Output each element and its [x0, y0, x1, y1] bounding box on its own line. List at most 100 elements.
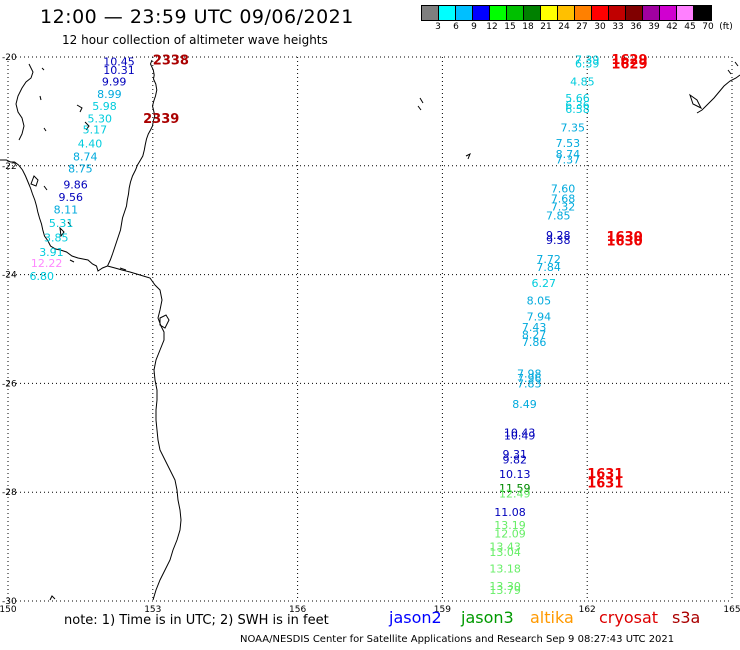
swh-value-jason3: 7.96: [517, 372, 542, 385]
chart-title: 12:00 — 23:59 UTC 09/06/2021: [40, 6, 354, 28]
swh-value-jason3: 10.31: [103, 64, 135, 77]
y-tick-label: -20: [2, 53, 17, 63]
swh-value-jason3: 8.11: [54, 203, 79, 216]
pass-time-label: 1631: [587, 467, 623, 482]
lat-lon-grid: [7, 56, 733, 602]
swh-value-jason3: 8.99: [97, 88, 122, 101]
colorbar-tick: 36: [630, 22, 642, 32]
wave-height-colorbar: [421, 5, 712, 21]
swh-value-jason3: 3.85: [44, 232, 69, 245]
colorbar-swatch: [558, 6, 575, 20]
colorbar-swatch: [524, 6, 541, 20]
pass-time-label: 1629: [611, 58, 647, 73]
x-tick-label: 156: [289, 605, 306, 615]
pass-time-label: 1629: [611, 53, 647, 68]
swh-value-jason3: 7.37: [556, 153, 581, 166]
colorbar-tick: 6: [453, 22, 459, 32]
pass-time-label: 2338: [153, 54, 189, 69]
swh-value-jason3: 12.22: [31, 257, 63, 270]
colorbar-swatch: [643, 6, 660, 20]
swh-value-jason3: 12.49: [499, 487, 531, 500]
swh-value-jason3: 13.19: [494, 519, 526, 532]
x-tick-label: 159: [434, 605, 451, 615]
swh-value-jason3: 5.98: [92, 100, 117, 113]
colorbar-tick: 21: [540, 22, 552, 32]
swh-value-jason3: 9.38: [546, 234, 571, 247]
colorbar-tick: 15: [504, 22, 516, 32]
swh-value-jason3: 7.84: [536, 261, 561, 274]
swh-value-jason3: 5.66: [565, 92, 590, 105]
colorbar-tick: 3: [435, 22, 441, 32]
coastline: [0, 59, 740, 601]
swh-value-jason3: 7.72: [536, 253, 561, 266]
colorbar-swatch: [422, 6, 439, 20]
colorbar-tick: 24: [558, 22, 570, 32]
swh-value-jason3: 7.86: [522, 336, 547, 349]
colorbar-swatch: [626, 6, 643, 20]
swh-value-jason3: 7.53: [556, 137, 581, 150]
swh-value-jason3: 7.98: [517, 368, 542, 381]
legend-jason2: jason2: [389, 608, 442, 627]
swh-value-jason3: 13.79: [489, 584, 521, 597]
colorbar-swatch: [677, 6, 694, 20]
swh-value-jason3: 3.91: [39, 246, 64, 259]
swh-value-jason3: 7.83: [517, 377, 542, 390]
swh-value-jason3: 10.43: [504, 426, 536, 439]
pass-time-label: 1630: [607, 234, 643, 249]
x-tick-label: 162: [579, 605, 596, 615]
swh-value-jason3: 13.30: [489, 580, 521, 593]
legend-cryosat: cryosat: [599, 608, 659, 627]
x-tick-label: 150: [0, 605, 17, 615]
colorbar-tick: 45: [684, 22, 696, 32]
colorbar-tick: 39: [648, 22, 660, 32]
swh-value-jason3: 7.85: [546, 209, 571, 222]
y-tick-label: -28: [2, 488, 17, 498]
swh-value-jason3: 7.39: [575, 54, 600, 67]
swh-value-jason3: 8.74: [556, 148, 581, 161]
swh-value-jason3: 6.58: [565, 103, 590, 116]
legend-altika: altika: [530, 608, 574, 627]
colorbar-swatch: [439, 6, 456, 20]
swh-value-jason3: 7.32: [551, 201, 576, 214]
y-tick-label: -24: [2, 271, 17, 281]
swh-value-jason3: 11.59: [499, 482, 531, 495]
swh-value-jason3: 13.04: [489, 546, 521, 559]
colorbar-swatch: [609, 6, 626, 20]
legend-jason3: jason3: [461, 608, 514, 627]
y-tick-label: -22: [2, 162, 17, 172]
swh-value-jason3: 9.99: [102, 75, 127, 88]
swh-value-jason3: 4.85: [570, 75, 595, 88]
colorbar-tick: 30: [594, 22, 606, 32]
swh-value-jason3: 8.49: [512, 398, 537, 411]
swh-value-jason3: 5.30: [87, 112, 112, 125]
swh-value-jason3: 9.28: [546, 229, 571, 242]
swh-value-jason3: 7.68: [551, 192, 576, 205]
x-tick-label: 153: [144, 605, 161, 615]
chart-note: note: 1) Time is in UTC; 2) SWH is in fe…: [64, 613, 329, 628]
colorbar-swatch: [592, 6, 609, 20]
y-tick-label: -26: [2, 379, 17, 389]
swh-value-jason3: 4.40: [78, 137, 103, 150]
swh-value-jason3: 11.08: [494, 506, 526, 519]
swh-value-jason3: 6.80: [30, 270, 55, 283]
axis-tick-labels: 150 153 156 159 162 165 -20 -22 -24 -26 -28 -30: [0, 53, 740, 615]
colorbar-tick: 27: [576, 22, 588, 32]
swh-value-jason3: 8.75: [68, 163, 93, 176]
swh-value-jason3: 5.17: [83, 123, 108, 136]
swh-value-jason3: 10.13: [499, 468, 531, 481]
colorbar-swatch: [473, 6, 490, 20]
pass-time-label: 1630: [607, 230, 643, 245]
swh-value-jason3: 12.09: [494, 528, 526, 541]
swh-value-jason3: 6.27: [532, 277, 557, 290]
colorbar-swatch: [490, 6, 507, 20]
colorbar-tick: 18: [522, 22, 534, 32]
swh-value-jason3: 5.31: [49, 217, 74, 230]
swh-value-jason3: 8.27: [522, 328, 547, 341]
swh-value-jason3: 7.94: [527, 310, 552, 323]
colorbar-tick-labels: 3 6 9 12 15 18 21 24 27 30 33 36 39 42 45 70 (ft): [421, 22, 733, 34]
swh-value-jason3: 6.39: [575, 58, 600, 71]
colorbar-tick: 42: [666, 22, 678, 32]
swh-value-jason3: 9.31: [503, 448, 528, 461]
